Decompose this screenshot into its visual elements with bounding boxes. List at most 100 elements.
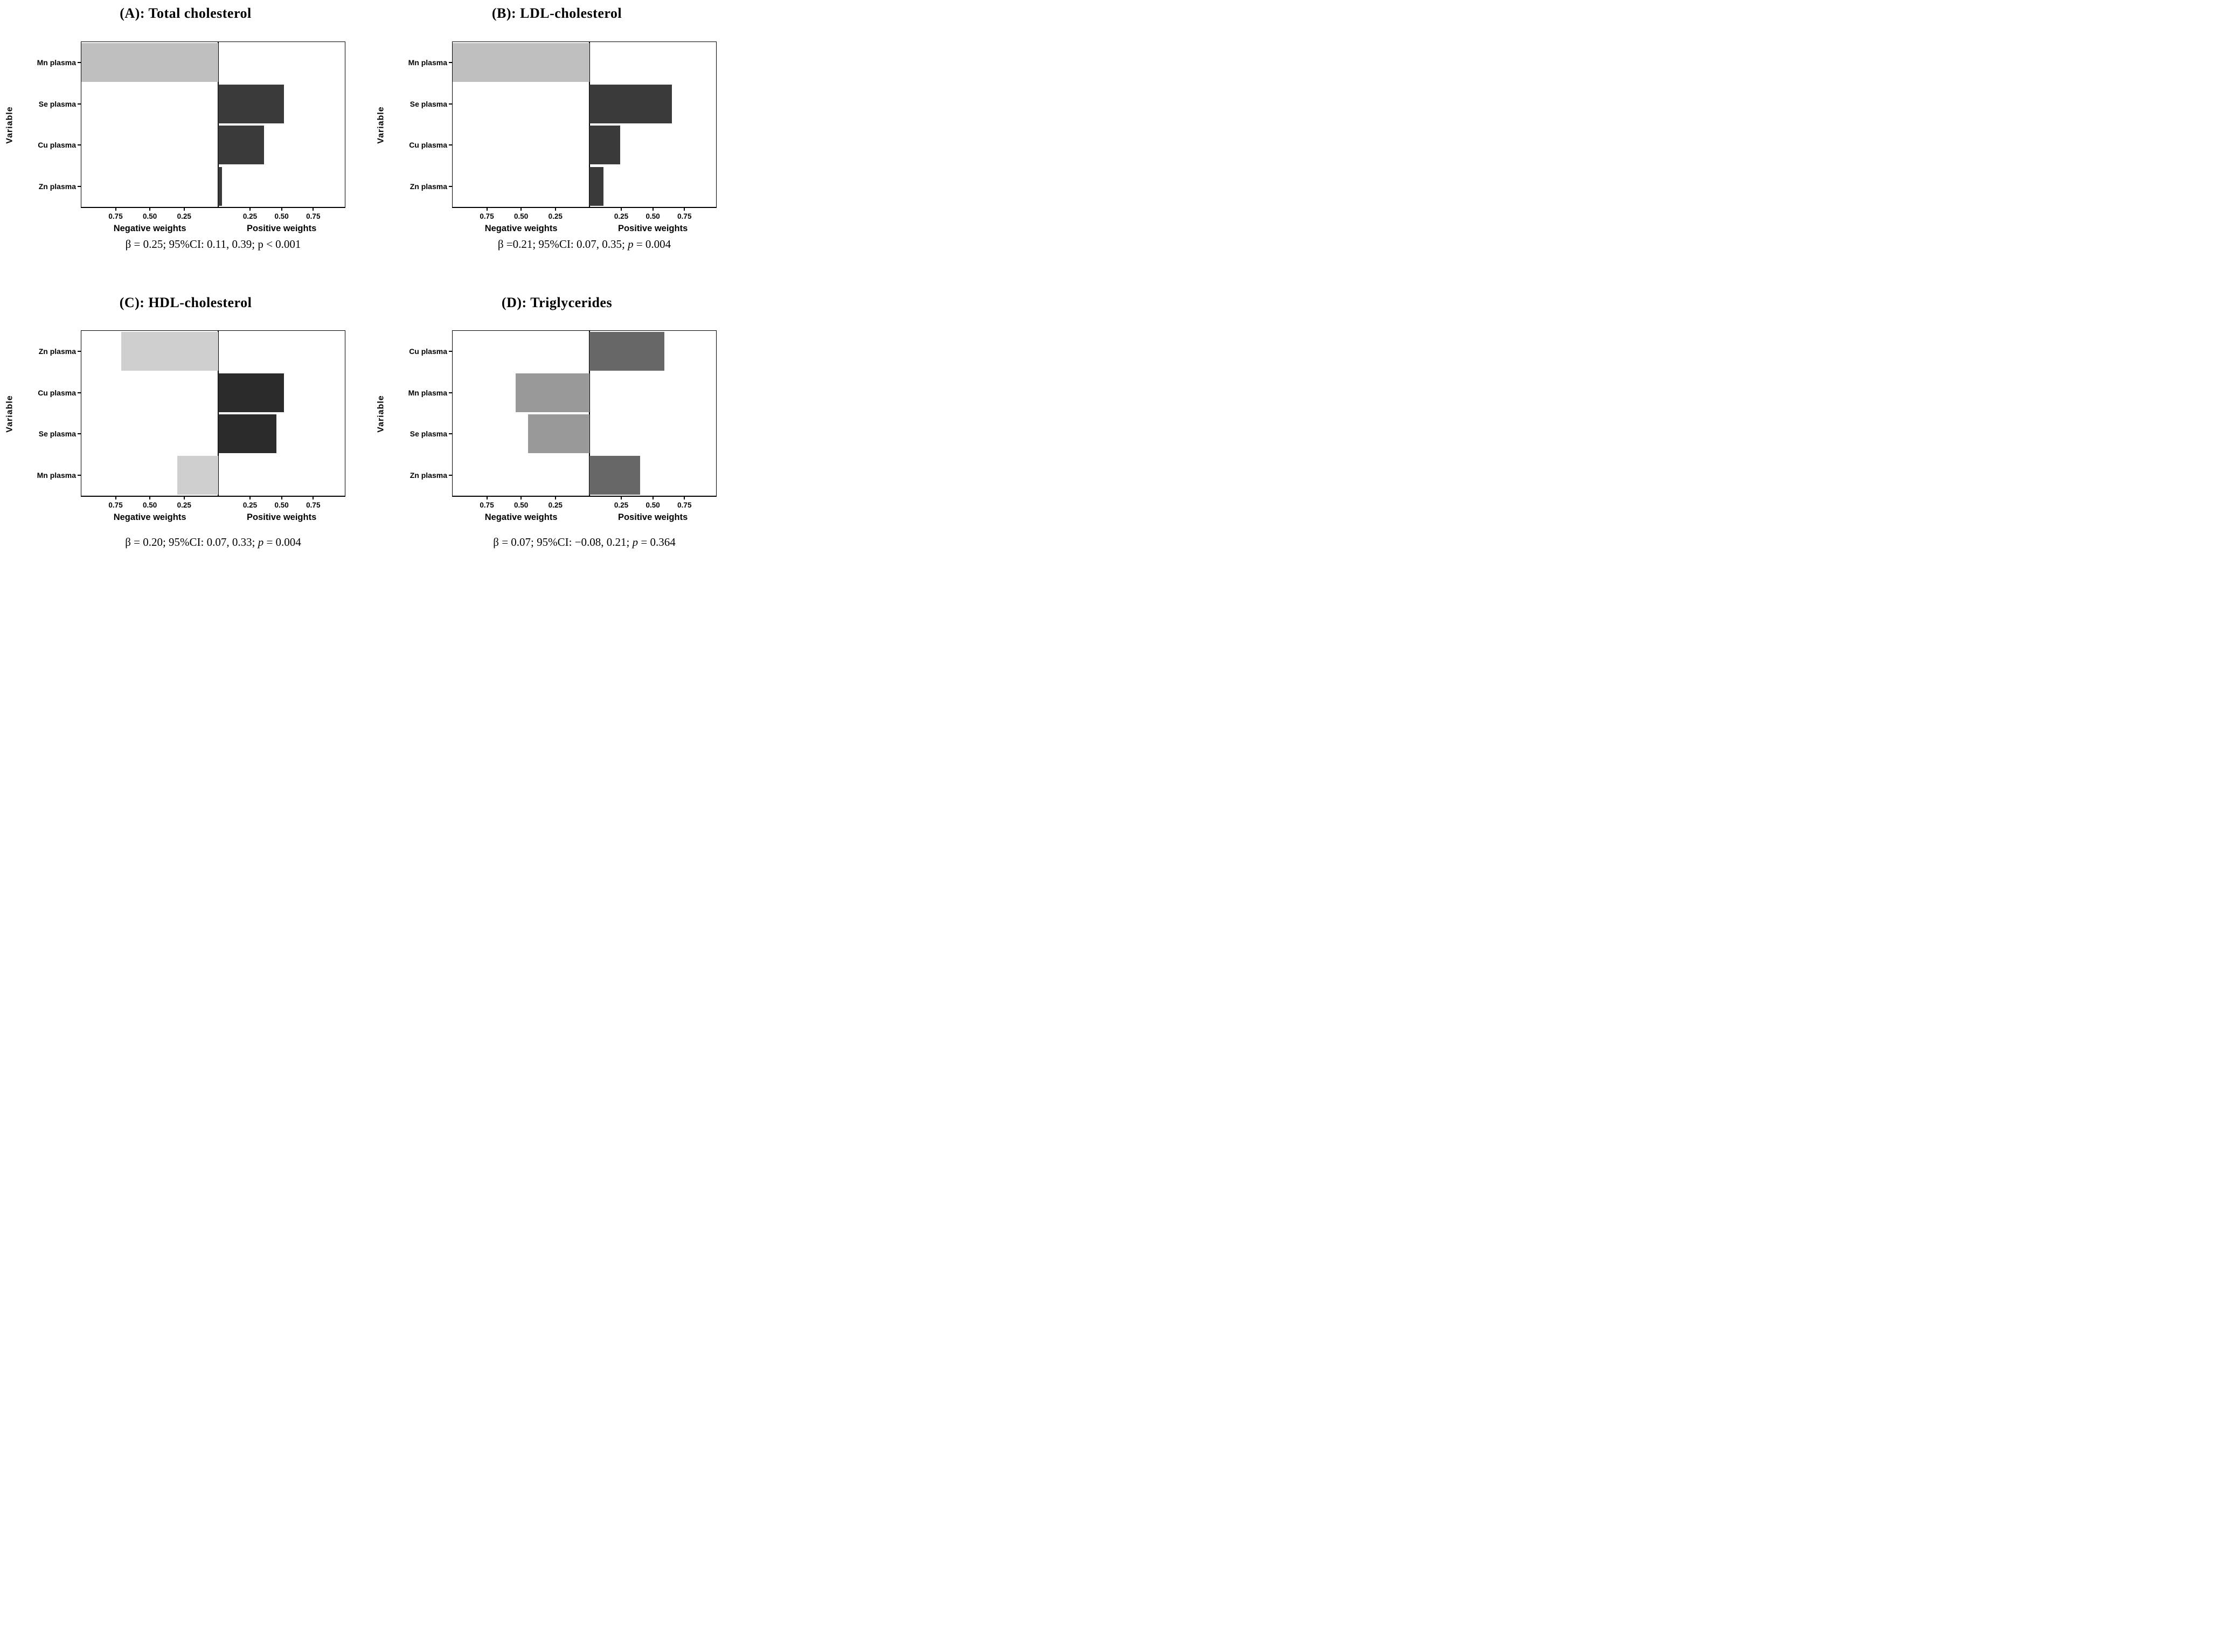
x-tick-label-pos-0.75: 0.75 [306,501,321,509]
caption-p-symbol: p [258,238,263,251]
x-tick-neg-0.75 [115,207,116,211]
negative-weights-axis-title: Negative weights [113,224,186,233]
x-tick-pos-0.75 [684,207,685,211]
category-label-se-plasma: Se plasma [38,429,76,439]
stats-caption: β = 0.25; 95%CI: 0.11, 0.39; p < 0.001 [81,238,345,251]
x-tick-label-pos-0.75: 0.75 [677,212,692,220]
x-tick-pos-0.25 [620,207,622,211]
positive-weights-axis-title: Positive weights [617,512,688,522]
x-tick-pos-0.75 [313,496,314,499]
x-tick-label-neg-0.25: 0.25 [177,212,191,220]
caption-post: = 0.364 [638,536,676,549]
caption-pre: β = 0.20; 95%CI: 0.07, 0.33; [125,536,258,549]
x-tick-pos-0.25 [249,207,251,211]
x-tick-label-pos-0.50: 0.50 [274,501,289,509]
category-tick [449,351,453,352]
caption-pre: β = 0.07; 95%CI: −0.08, 0.21; [493,536,633,549]
category-label-se-plasma: Se plasma [38,99,76,108]
bar-se-plasma [589,84,672,123]
x-tick-label-neg-0.50: 0.50 [513,501,529,509]
bar-zn-plasma [589,455,641,495]
zero-axis-line [589,331,591,496]
category-tick [449,433,453,435]
zero-axis-line [218,42,219,207]
caption-pre: β =0.21; 95%CI: 0.07, 0.35; [497,238,628,251]
caption-post: < 0.001 [263,238,301,251]
x-tick-pos-0.50 [281,207,282,211]
category-tick [449,144,453,146]
caption-post: = 0.004 [633,238,671,251]
bar-zn-plasma [218,166,223,206]
negative-weights-axis-title: Negative weights [113,512,186,522]
x-tick-label-pos-0.50: 0.50 [646,501,660,509]
x-tick-pos-0.25 [620,496,622,499]
x-tick-pos-0.50 [281,496,282,499]
bar-mn-plasma [81,43,219,82]
bar-mn-plasma [453,43,590,82]
bar-cu-plasma [589,332,664,371]
bar-zn-plasma [121,332,219,371]
x-tick-label-pos-0.50: 0.50 [274,212,289,220]
x-tick-neg-0.50 [149,207,151,211]
x-tick-neg-0.25 [183,496,185,499]
x-tick-label-pos-0.25: 0.25 [242,212,258,220]
stats-caption: β = 0.07; 95%CI: −0.08, 0.21; p = 0.364 [452,536,717,549]
negative-weights-axis-title: Negative weights [484,512,558,522]
caption-pre: β = 0.25; 95%CI: 0.11, 0.39; [125,238,258,251]
category-label-zn-plasma: Zn plasma [38,182,76,191]
x-tick-neg-0.75 [486,496,488,499]
figure-grid: (A): Total cholesterol Variable Negative… [0,0,742,551]
category-label-mn-plasma: Mn plasma [37,470,76,480]
category-tick [449,185,453,187]
category-label-se-plasma: Se plasma [409,429,447,439]
panel-title: (A): Total cholesterol [120,5,252,21]
x-tick-pos-0.25 [249,496,251,499]
category-label-zn-plasma: Zn plasma [409,182,447,191]
plot-area: Negative weights Positive weights Cu pla… [408,330,717,522]
x-tick-label-neg-0.50: 0.50 [142,501,157,509]
positive-weights-axis-title: Positive weights [246,224,317,233]
x-tick-neg-0.50 [149,496,151,499]
x-tick-pos-0.50 [652,207,654,211]
category-label-cu-plasma: Cu plasma [409,141,447,150]
category-tick [449,103,453,105]
bar-mn-plasma [515,373,590,412]
bar-mn-plasma [177,455,219,495]
category-tick [449,392,453,393]
negative-weights-axis-title: Negative weights [484,224,558,233]
zero-axis-line [218,331,219,496]
category-label-zn-plasma: Zn plasma [38,347,76,356]
x-tick-label-neg-0.75: 0.75 [108,212,123,220]
category-tick [78,474,81,476]
bar-cu-plasma [589,126,620,165]
category-tick [449,474,453,476]
x-tick-pos-0.75 [684,496,685,499]
x-tick-label-pos-0.75: 0.75 [677,501,692,509]
caption-p-symbol: p [258,536,264,549]
stats-caption: β = 0.20; 95%CI: 0.07, 0.33; p = 0.004 [81,536,345,549]
caption-post: = 0.004 [263,536,301,549]
category-label-cu-plasma: Cu plasma [38,388,76,397]
category-tick [78,433,81,435]
x-tick-label-neg-0.25: 0.25 [548,212,563,220]
category-label-cu-plasma: Cu plasma [38,141,76,150]
bar-cu-plasma [218,126,264,165]
panel-title: (C): HDL-cholesterol [119,295,252,310]
x-tick-label-pos-0.75: 0.75 [306,212,321,220]
positive-weights-axis-title: Positive weights [617,224,688,233]
plot-area: Negative weights Positive weights Zn pla… [37,330,345,522]
category-tick [78,62,81,64]
x-tick-label-neg-0.50: 0.50 [142,212,157,220]
bar-zn-plasma [589,166,604,206]
x-tick-pos-0.50 [652,496,654,499]
x-tick-label-neg-0.25: 0.25 [177,501,191,509]
caption-p-symbol: p [628,238,634,251]
x-tick-neg-0.25 [554,496,556,499]
panel-total-cholesterol: (A): Total cholesterol Variable Negative… [0,0,371,275]
bar-se-plasma [218,84,284,123]
x-tick-pos-0.75 [313,207,314,211]
category-label-zn-plasma: Zn plasma [409,470,447,480]
x-tick-neg-0.50 [520,496,522,499]
x-tick-label-neg-0.25: 0.25 [548,501,563,509]
category-label-mn-plasma: Mn plasma [408,58,447,67]
